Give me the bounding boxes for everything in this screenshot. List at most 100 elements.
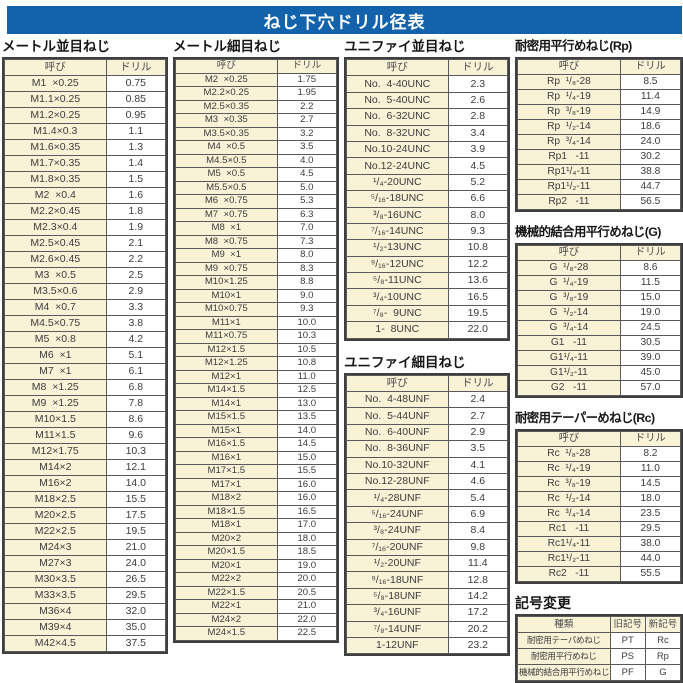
thread-name-cell: G ³/₄-14 (518, 321, 620, 335)
drill-size-cell: 37.5 (106, 636, 165, 651)
table-row: ¹/₂-13UNC 10.8 (347, 240, 507, 256)
table-row: G ¹/₈-28 8.6 (518, 261, 680, 275)
thread-name-cell: M1.2×0.25 (5, 108, 106, 123)
thread-name-cell: M16×1 (176, 451, 277, 464)
thread-name-cell: M22×2 (176, 573, 277, 586)
thread-name-cell: ¹/₄-28UNF (347, 490, 448, 506)
section-title-g: 機械的結合用平行めねじ(G) (515, 225, 661, 239)
table-row: M9 ×1.25 7.8 (5, 396, 165, 411)
thread-name-cell: M15×1 (176, 424, 277, 437)
drill-size-cell: 19.5 (448, 305, 507, 322)
table-row: 1-12UNF 23.2 (347, 637, 507, 654)
table-row: M18×1.5 16.5 (176, 505, 336, 518)
table-row: Rp ³/₈-19 14.9 (518, 105, 680, 119)
table-row: M39×4 35.0 (5, 620, 165, 635)
drill-size-cell: 20.2 (448, 621, 507, 637)
table-row: M1.2×0.25 0.95 (5, 108, 165, 123)
thread-name-cell: M5 ×0.8 (5, 332, 106, 347)
thread-name-cell: Rp ³/₄-14 (518, 135, 620, 149)
table-row: No.10-24UNC 3.9 (347, 141, 507, 158)
thread-name-cell: M11×1.5 (5, 428, 106, 443)
drill-size-cell: 10.0 (277, 316, 336, 329)
drill-size-cell: 8.6 (620, 261, 680, 275)
table-row: M3 ×0.5 2.5 (5, 268, 165, 283)
thread-name-cell: M14×2 (5, 460, 106, 475)
thread-name-cell: M1.7×0.35 (5, 156, 106, 171)
drill-size-cell: 12.8 (448, 572, 507, 588)
thread-name-cell: M7 ×0.75 (176, 208, 277, 221)
drill-size-cell: 10.8 (448, 240, 507, 256)
drill-size-cell: 8.8 (277, 276, 336, 289)
thread-name-cell: ³/₄-10UNC (347, 289, 448, 305)
thread-name-cell: M30×3.5 (5, 572, 106, 587)
header-row: 種類 旧記号 新記号 (518, 617, 680, 632)
thread-name-cell: G1¹/₄-11 (518, 351, 620, 365)
column-header-name: 呼び (518, 432, 620, 446)
drill-size-cell: 7.0 (277, 222, 336, 235)
thread-name-cell: ³/₄-16UNF (347, 605, 448, 621)
drill-size-cell: 8.2 (620, 447, 680, 461)
table-row: G1¹/₂-11 45.0 (518, 366, 680, 380)
thread-name-cell: M14×1 (176, 397, 277, 410)
drill-size-cell: 14.0 (106, 476, 165, 491)
thread-name-cell: 1-12UNF (347, 637, 448, 654)
thread-name-cell: No. 4-40UNC (347, 76, 448, 92)
table-row: M8 ×1.25 6.8 (5, 380, 165, 395)
thread-name-cell: M9 ×1 (176, 249, 277, 262)
table-row: M24×1.5 22.5 (176, 627, 336, 640)
thread-name-cell: M3 ×0.35 (176, 114, 277, 127)
thread-name-cell: No.10-32UNF (347, 457, 448, 473)
thread-name-cell: M2 ×0.4 (5, 188, 106, 203)
thread-name-cell: M1 ×0.25 (5, 76, 106, 91)
thread-name-cell: ⁷/₈-14UNF (347, 621, 448, 637)
drill-size-cell: 22.0 (448, 322, 507, 338)
thread-name-cell: M33×3.5 (5, 588, 106, 603)
thread-name-cell: M1.6×0.35 (5, 140, 106, 155)
table-row: M17×1.5 15.5 (176, 465, 336, 478)
drill-size-cell: 16.5 (277, 505, 336, 518)
table-row: Rp1 -11 30.2 (518, 150, 680, 164)
drill-size-cell: 3.5 (277, 141, 336, 154)
column-header-new-symbol: 新記号 (645, 617, 680, 632)
table-row: Rp1¹/₄-11 38.8 (518, 165, 680, 179)
table-row: M14×1.5 12.5 (176, 384, 336, 397)
drill-size-cell: 14.5 (277, 438, 336, 451)
table-row: M18×2.5 15.5 (5, 492, 165, 507)
thread-name-cell: Rp1 -11 (518, 150, 620, 164)
table-row: G2 -11 57.0 (518, 381, 680, 395)
table-row: M15×1 14.0 (176, 424, 336, 437)
drill-size-cell: 4.5 (277, 168, 336, 181)
table-row: Rp ¹/₈-28 8.5 (518, 75, 680, 89)
column-header-name: 呼び (518, 60, 620, 74)
drill-size-cell: 10.3 (277, 330, 336, 343)
drill-size-cell: 1.3 (106, 140, 165, 155)
thread-name-cell: M8 ×0.75 (176, 235, 277, 248)
drill-size-cell: 35.0 (106, 620, 165, 635)
thread-name-cell: M18×2.5 (5, 492, 106, 507)
table-row: No. 6-32UNC 2.8 (347, 109, 507, 125)
thread-name-cell: M15×1.5 (176, 411, 277, 424)
table-row: Rc ¹/₈-28 8.2 (518, 447, 680, 461)
table-row: M20×2 18.0 (176, 532, 336, 545)
drill-size-cell: 18.0 (277, 532, 336, 545)
table-row: No. 8-32UNC 3.4 (347, 125, 507, 141)
drill-size-cell: 14.2 (448, 588, 507, 605)
thread-name-cell: M16×1.5 (176, 438, 277, 451)
drill-size-cell: 1.95 (277, 87, 336, 100)
drill-size-cell: 0.85 (106, 92, 165, 107)
drill-size-cell: 2.4 (448, 392, 507, 408)
table-row: ⁵/₈-18UNF 14.2 (347, 588, 507, 605)
drill-size-cell: 15.5 (277, 465, 336, 478)
drill-size-cell: 18.5 (277, 546, 336, 559)
section-title-rp: 耐密用平行めねじ(Rp) (515, 39, 632, 53)
table-row: M10×1.25 8.8 (176, 276, 336, 289)
table-row: M14×2 12.1 (5, 460, 165, 475)
header-row: 呼び ドリル (518, 246, 680, 260)
column-unified: ユニファイ並目ねじ 呼び ドリル No. 4-40UNC 2.3 No. 5-40U… (344, 39, 510, 657)
drill-size-cell: 13.5 (277, 411, 336, 424)
header-row: 呼び ドリル (518, 432, 680, 446)
header-row: 呼び ドリル (5, 60, 165, 75)
table-row: M3 ×0.35 2.7 (176, 114, 336, 127)
column-header-name: 呼び (176, 60, 277, 73)
drill-size-cell: 1.9 (106, 220, 165, 235)
